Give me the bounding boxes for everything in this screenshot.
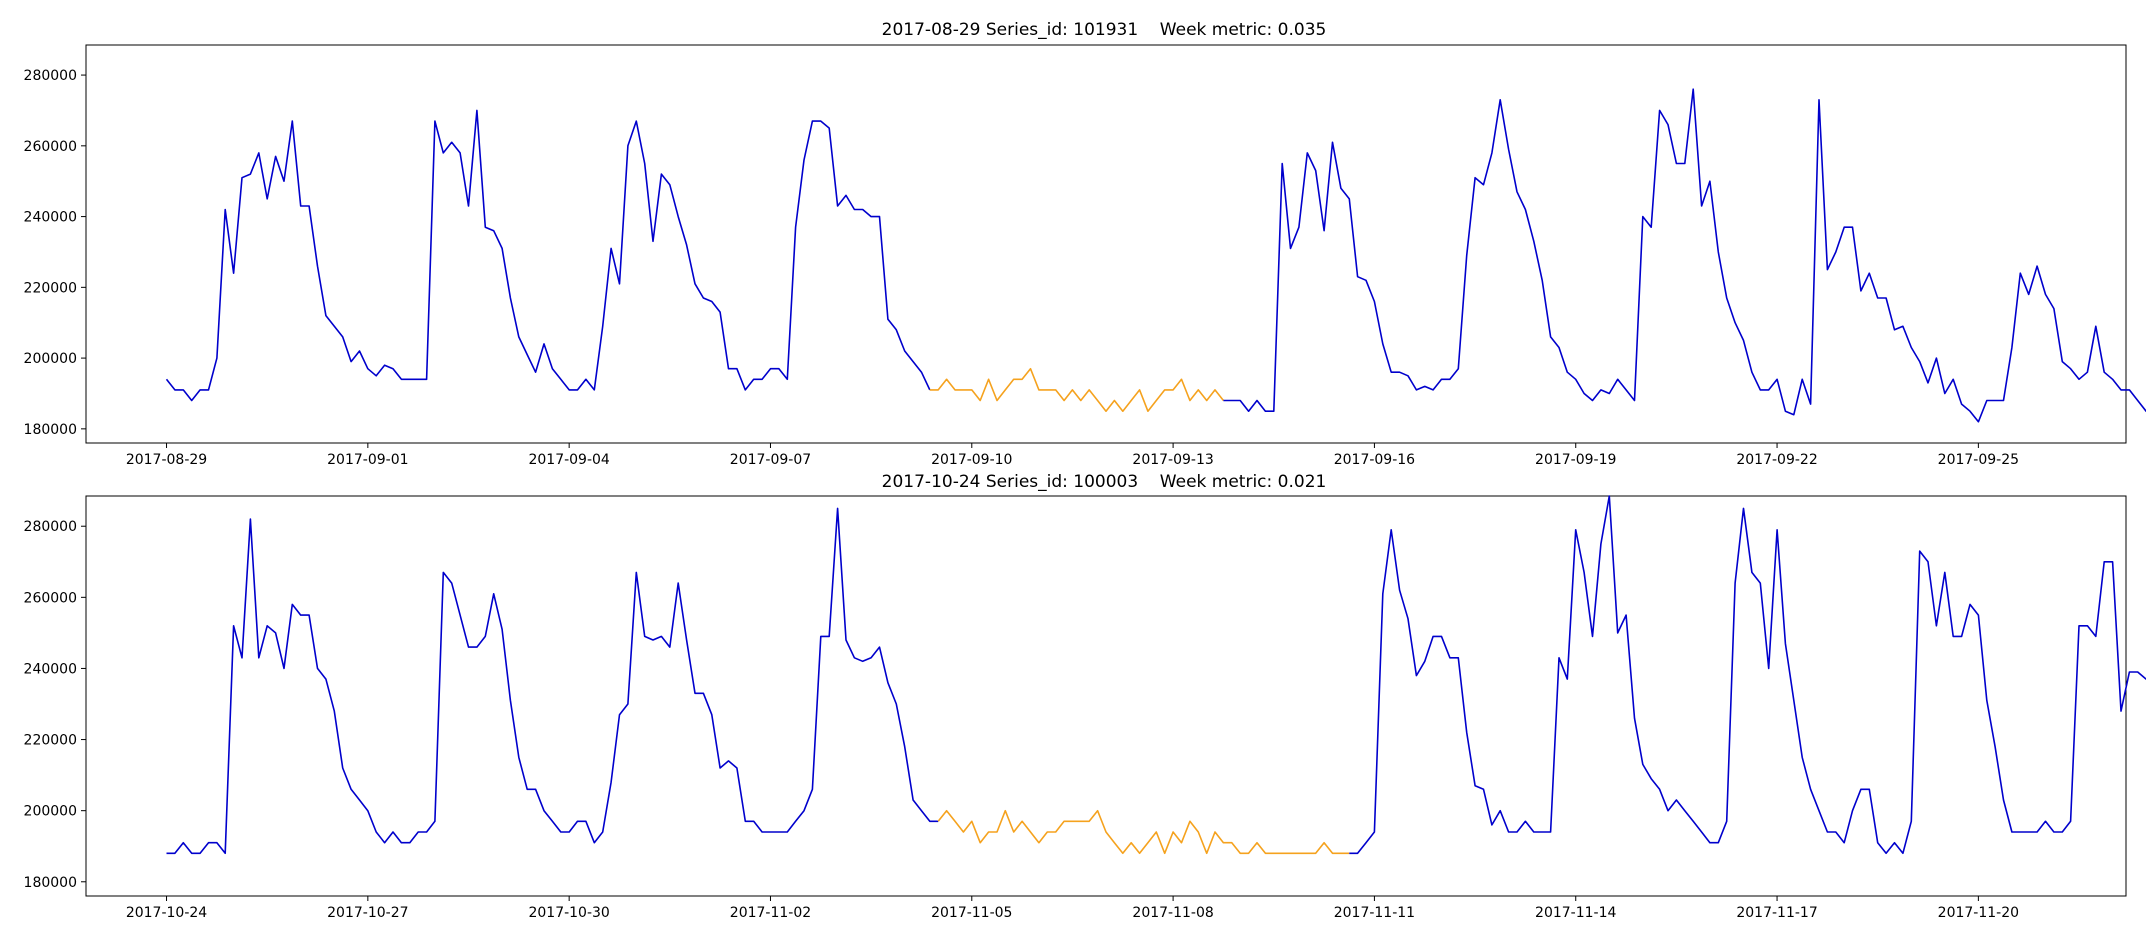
panel-1-series [165, 88, 2146, 423]
panel-2-series [166, 495, 2146, 855]
panel-1-y-tick-label: 200000 [24, 351, 77, 367]
panel-1-x-tick-label: 2017-08-29 [126, 452, 207, 468]
panel-2-series-weekday-line [1349, 495, 2146, 855]
panel-2-x-axis: 2017-10-24 2017-10-27 2017-10-30 2017-11-02… [126, 896, 2019, 921]
panel-1-x-tick-label: 2017-09-25 [1938, 452, 2019, 468]
panel-1-x-tick-label: 2017-09-04 [528, 452, 609, 468]
panel-1-title: 2017-08-29 Series_id: 101931 Week metric… [882, 20, 1327, 40]
panel-2-series-weekend-line [937, 809, 1350, 855]
panel-2-y-axis: 180000 200000 220000 240000 260000 280000 [24, 519, 86, 891]
panel-2-x-tick-label: 2017-10-30 [528, 905, 609, 921]
panel-1-series-weekend-line [929, 367, 1225, 412]
panel-2-y-tick-label: 280000 [24, 519, 77, 535]
panel-2-x-tick-label: 2017-10-27 [327, 905, 408, 921]
panel-2-y-tick-label: 220000 [24, 733, 77, 749]
panel-1: 2017-08-29 Series_id: 101931 Week metric… [24, 20, 2146, 468]
panel-2-x-tick-label: 2017-11-14 [1535, 905, 1616, 921]
panel-1-series-weekday-line [165, 109, 931, 402]
panel-2-x-tick-label: 2017-11-20 [1938, 905, 2019, 921]
panel-1-y-tick-label: 220000 [24, 280, 77, 296]
panel-2-series-weekday-line [166, 507, 939, 855]
panel-1-series-weekday-line [1223, 88, 2146, 423]
panel-2-title: 2017-10-24 Series_id: 100003 Week metric… [882, 472, 1327, 492]
panel-1-x-tick-label: 2017-09-10 [931, 452, 1012, 468]
panel-2-y-tick-label: 260000 [24, 590, 77, 606]
panel-1-y-tick-label: 280000 [24, 68, 77, 84]
panel-2-x-tick-label: 2017-11-02 [730, 905, 811, 921]
panel-1-y-tick-label: 240000 [24, 210, 77, 226]
panel-1-y-axis: 180000 200000 220000 240000 260000 280000 [24, 68, 86, 438]
panel-2-x-tick-label: 2017-11-11 [1334, 905, 1415, 921]
panel-1-y-tick-label: 180000 [24, 422, 77, 438]
panel-2-y-tick-label: 240000 [24, 661, 77, 677]
panel-2: 2017-10-24 Series_id: 100003 Week metric… [24, 472, 2146, 921]
panel-2-y-tick-label: 180000 [24, 875, 77, 891]
panel-1-x-tick-label: 2017-09-01 [327, 452, 408, 468]
panel-1-x-tick-label: 2017-09-19 [1535, 452, 1616, 468]
panel-1-plot-frame [85, 44, 2127, 444]
panel-2-y-tick-label: 200000 [24, 804, 77, 820]
panel-1-x-tick-label: 2017-09-13 [1132, 452, 1213, 468]
panel-2-plot-frame [85, 495, 2127, 897]
panel-1-y-tick-label: 260000 [24, 139, 77, 155]
panel-2-x-tick-label: 2017-11-17 [1736, 905, 1817, 921]
panel-2-x-tick-label: 2017-11-05 [931, 905, 1012, 921]
panel-1-x-axis: 2017-08-29 2017-09-01 2017-09-04 2017-09-07… [126, 443, 2019, 468]
panel-1-x-tick-label: 2017-09-16 [1334, 452, 1415, 468]
panel-2-x-tick-label: 2017-11-08 [1132, 905, 1213, 921]
panel-1-x-tick-label: 2017-09-22 [1736, 452, 1817, 468]
panel-1-x-tick-label: 2017-09-07 [730, 452, 811, 468]
panel-2-x-tick-label: 2017-10-24 [126, 905, 207, 921]
